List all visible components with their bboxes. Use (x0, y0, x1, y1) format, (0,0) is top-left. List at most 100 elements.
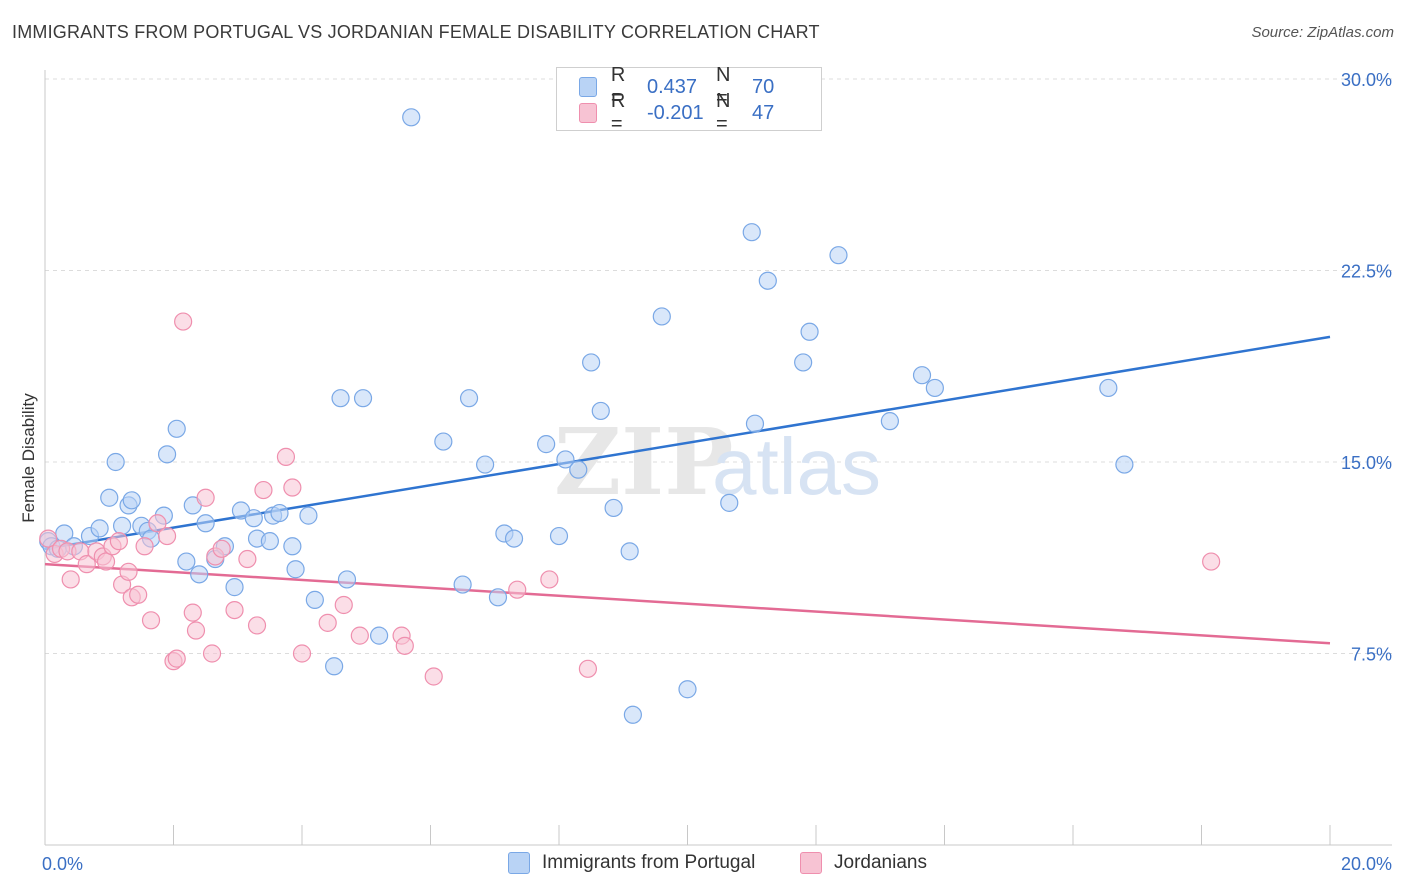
point-jordanians-45 (1202, 552, 1221, 571)
chart-title: IMMIGRANTS FROM PORTUGAL VS JORDANIAN FE… (12, 22, 820, 42)
legend-row-portugal: R = 0.437 N = 70 (579, 64, 821, 109)
point-jordanians-4 (61, 570, 80, 589)
point-jordanians-11 (109, 532, 128, 551)
point-portugal-66 (880, 412, 899, 431)
stats-legend: R = 0.437 N = 70 R = -0.201 N = 47 (556, 64, 822, 135)
point-portugal-68 (925, 378, 944, 398)
point-jordanians-24 (186, 621, 206, 640)
legend-r-label: R = (610, 64, 626, 109)
x-tick-label-1: 20.0% (1341, 854, 1392, 874)
tick-labels: 7.5% 15.0% 22.5% 30.0% 0.0% 20.0% (42, 70, 1392, 874)
series-legend-portugal: Immigrants from Portugal (508, 852, 755, 874)
point-jordanians-34 (283, 478, 302, 497)
legend-swatch-portugal (579, 77, 597, 97)
point-portugal-42 (453, 575, 472, 594)
point-portugal-16 (157, 445, 177, 464)
gridlines (45, 78, 1392, 654)
point-portugal-18 (177, 552, 196, 571)
point-portugal-69 (1099, 378, 1118, 398)
axes (44, 70, 1392, 846)
point-portugal-6 (90, 519, 109, 538)
y-axis-label: Female Disability (19, 393, 38, 523)
point-portugal-24 (225, 578, 244, 597)
y-tick-label-3: 30.0% (1341, 70, 1392, 90)
point-jordanians-25 (196, 488, 215, 507)
point-jordanians-41 (424, 667, 443, 686)
point-jordanians-29 (225, 600, 244, 620)
point-portugal-55 (620, 542, 639, 561)
point-portugal-39 (370, 626, 389, 645)
point-portugal-57 (652, 307, 671, 326)
point-jordanians-36 (318, 613, 337, 632)
legend-r-label: R = (610, 90, 626, 135)
trend-line-jordanians (44, 562, 1331, 645)
point-portugal-11 (122, 491, 141, 510)
point-portugal-30 (270, 503, 289, 523)
point-jordanians-31 (247, 616, 267, 635)
watermark-atlas: atlas (712, 422, 881, 511)
point-portugal-52 (582, 353, 601, 372)
point-jordanians-35 (292, 644, 312, 663)
point-portugal-37 (337, 570, 357, 589)
point-portugal-32 (286, 560, 305, 579)
point-portugal-47 (504, 529, 524, 548)
point-jordanians-44 (578, 659, 598, 678)
point-portugal-36 (331, 389, 350, 408)
legend-n-value: 47 (751, 101, 775, 124)
point-portugal-67 (912, 366, 932, 385)
point-portugal-62 (758, 271, 777, 290)
point-portugal-17 (167, 419, 186, 438)
point-portugal-8 (106, 452, 125, 472)
point-portugal-60 (742, 223, 761, 242)
point-portugal-21 (196, 514, 215, 533)
legend-r-value: 0.437 (646, 75, 698, 98)
y-tick-label-1: 15.0% (1341, 453, 1392, 473)
point-jordanians-26 (202, 644, 222, 663)
point-portugal-70 (1115, 455, 1134, 474)
point-jordanians-19 (157, 526, 177, 546)
point-portugal-53 (591, 401, 610, 421)
legend-n-label: N = (715, 90, 731, 135)
series-legend: Immigrants from Portugal Jordanians (0, 852, 1406, 878)
point-jordanians-37 (334, 595, 353, 615)
point-jordanians-42 (508, 580, 527, 599)
legend-n-label: N = (715, 64, 731, 109)
point-portugal-20 (190, 565, 209, 584)
point-portugal-59 (720, 493, 739, 512)
point-portugal-40 (402, 108, 421, 127)
point-jordanians-6 (77, 555, 96, 574)
point-jordanians-21 (167, 649, 186, 668)
point-jordanians-28 (212, 539, 231, 558)
legend-row-jordanians: R = -0.201 N = 47 (579, 90, 821, 135)
point-portugal-56 (623, 705, 642, 724)
point-portugal-45 (488, 588, 508, 607)
point-portugal-49 (549, 526, 569, 546)
point-portugal-64 (800, 322, 819, 341)
point-portugal-7 (100, 488, 119, 507)
point-jordanians-16 (135, 537, 154, 556)
legend-r-value: -0.201 (646, 101, 704, 124)
point-portugal-65 (829, 246, 848, 265)
source-label: Source: ZipAtlas.com (1251, 24, 1394, 41)
point-jordanians-13 (119, 562, 138, 581)
x-tick-label-0: 0.0% (42, 854, 83, 874)
point-jordanians-15 (129, 585, 148, 604)
point-portugal-28 (260, 532, 279, 551)
point-portugal-33 (299, 506, 318, 525)
point-portugal-54 (604, 498, 623, 518)
point-jordanians-33 (276, 447, 296, 466)
legend-swatch-jordanians (579, 103, 597, 123)
point-portugal-35 (325, 657, 344, 676)
point-jordanians-18 (148, 514, 167, 533)
point-jordanians-43 (540, 570, 559, 589)
point-portugal-63 (794, 353, 813, 372)
point-portugal-38 (353, 389, 373, 408)
point-portugal-31 (283, 537, 302, 556)
point-portugal-48 (537, 435, 556, 454)
y-tick-label-2: 22.5% (1341, 262, 1392, 282)
series-swatch-jordanians (800, 852, 822, 874)
point-jordanians-0 (39, 529, 58, 548)
watermark: ZIP atlas (554, 408, 881, 516)
series-label-portugal: Immigrants from Portugal (542, 852, 756, 873)
